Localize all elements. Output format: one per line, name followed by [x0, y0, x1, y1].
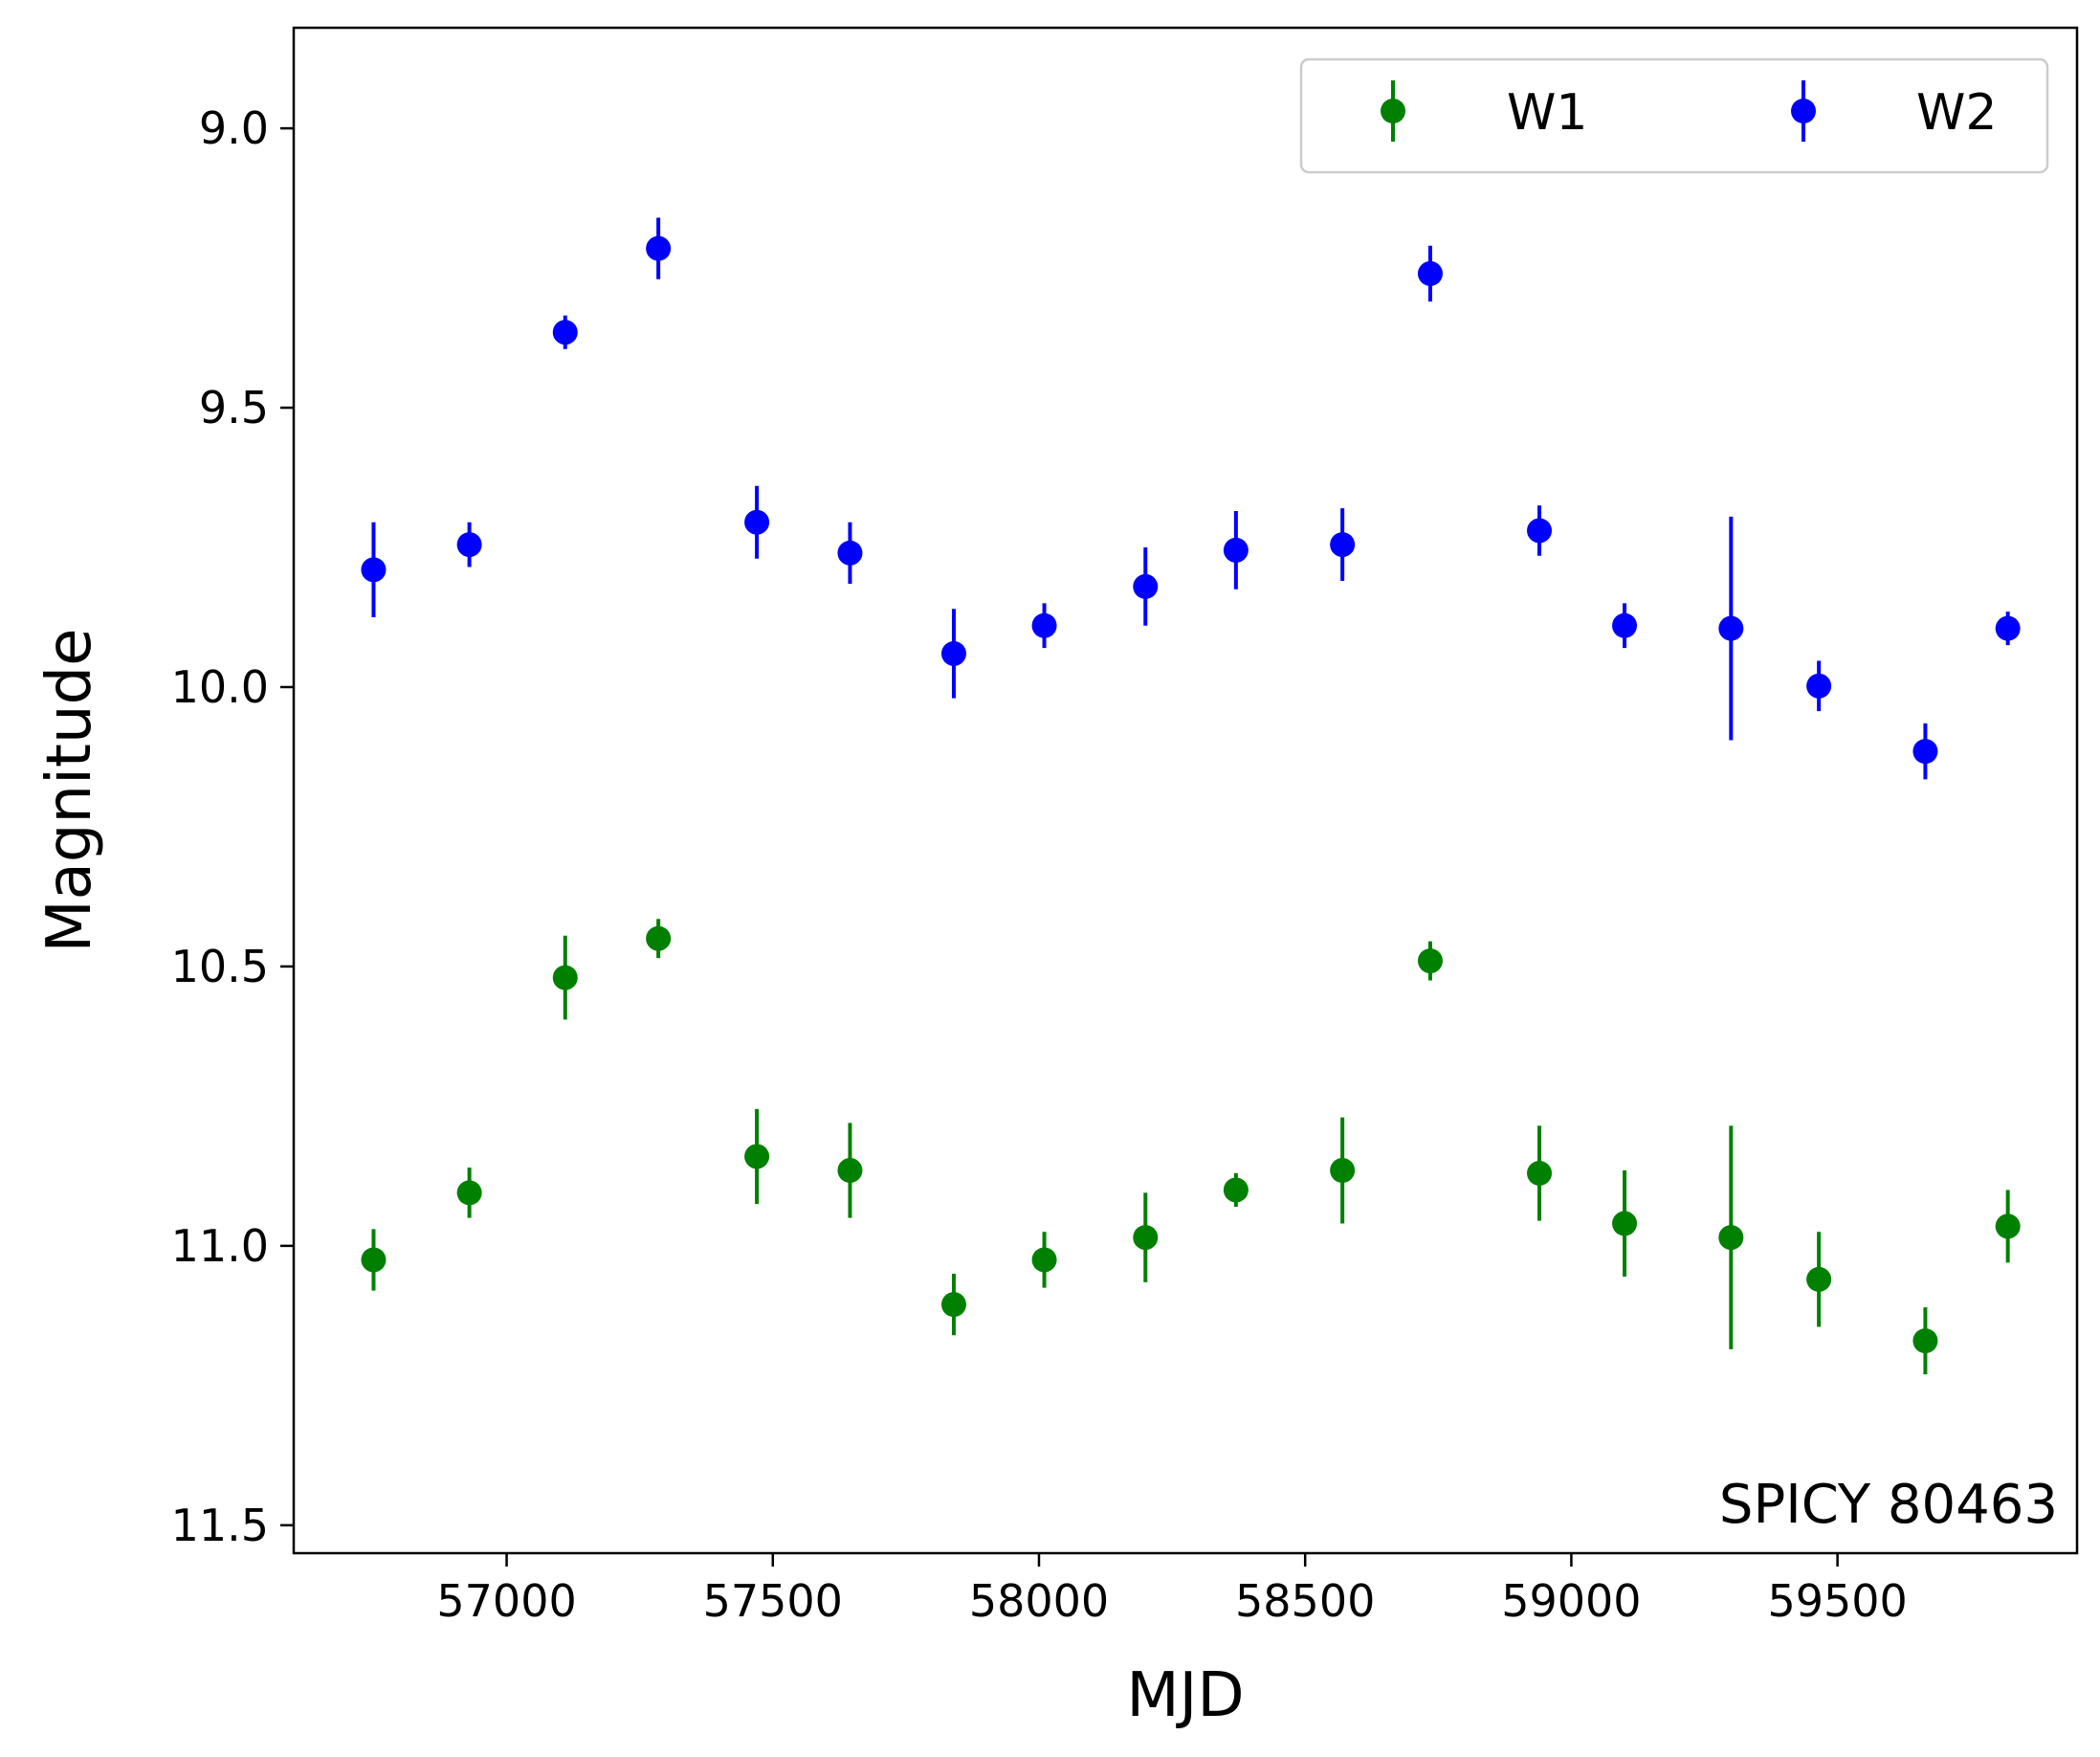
point-w2 [1995, 615, 2021, 641]
annotation-label: SPICY 80463 [1719, 1474, 2058, 1536]
y-tick-label: 11.5 [171, 1500, 269, 1551]
point-w1 [361, 1247, 387, 1273]
point-w2 [1718, 615, 1744, 641]
x-axis-title: MJD [1126, 1660, 1244, 1731]
x-tick-label: 59500 [1767, 1575, 1907, 1627]
point-w2 [456, 532, 482, 558]
point-w1 [940, 1292, 966, 1318]
point-w1 [1806, 1266, 1832, 1292]
point-w2 [1330, 532, 1356, 558]
point-w1 [1995, 1213, 2021, 1239]
point-w1 [1330, 1158, 1356, 1184]
legend-w2-label: W2 [1916, 84, 1998, 142]
point-w1 [744, 1144, 770, 1169]
point-w2 [1133, 573, 1159, 599]
y-tick-label: 9.0 [199, 102, 269, 154]
point-w1 [837, 1158, 863, 1184]
x-tick-label: 59000 [1501, 1575, 1641, 1627]
point-w1 [1133, 1225, 1159, 1251]
point-w1 [1223, 1177, 1249, 1203]
legend-entry-w1: W1 [1381, 80, 1588, 142]
y-tick-label: 9.5 [199, 382, 269, 434]
legend-w1-label: W1 [1507, 84, 1588, 142]
x-tick-label: 58000 [969, 1575, 1109, 1627]
point-w2 [940, 640, 966, 666]
point-w1 [646, 925, 672, 951]
y-axis-ticks: 9.0 9.5 10.0 10.5 11.0 11.5 [171, 102, 294, 1551]
legend: W1 W2 [1299, 57, 2049, 174]
series-w1 [361, 919, 2021, 1375]
y-tick-label: 10.0 [171, 661, 269, 713]
legend-w1-marker [1381, 99, 1405, 123]
point-w2 [1031, 612, 1057, 638]
y-tick-label: 11.0 [171, 1220, 269, 1272]
x-tick-label: 57000 [436, 1575, 576, 1627]
point-w1 [552, 965, 578, 990]
point-w1 [1031, 1247, 1057, 1273]
point-w2 [744, 509, 770, 535]
x-axis-ticks: 57000 57500 58000 58500 59000 59500 [436, 1553, 1908, 1627]
point-w1 [1912, 1328, 1938, 1354]
point-w2 [1806, 673, 1832, 699]
legend-entry-w2: W2 [1791, 80, 1998, 142]
point-w2 [1417, 260, 1443, 286]
point-w2 [1223, 537, 1249, 563]
point-w2 [1912, 739, 1938, 765]
x-tick-label: 57500 [703, 1575, 843, 1627]
data-marks [361, 217, 2021, 1375]
legend-w2-marker [1791, 99, 1816, 123]
point-w2 [646, 235, 672, 261]
legend-box [1299, 57, 2049, 174]
point-w1 [1417, 948, 1443, 974]
y-tick-label: 10.5 [171, 941, 269, 992]
point-w1 [1527, 1160, 1553, 1186]
point-w2 [361, 557, 387, 583]
x-tick-label: 58500 [1235, 1575, 1375, 1627]
point-w1 [1718, 1225, 1744, 1251]
point-w1 [456, 1180, 482, 1206]
point-w2 [837, 540, 863, 566]
series-w2 [361, 217, 2021, 780]
point-w1 [1612, 1211, 1638, 1236]
point-w2 [1527, 518, 1553, 544]
y-axis-title: Magnitude [34, 628, 105, 952]
point-w2 [1612, 612, 1638, 638]
plot-frame [292, 26, 2079, 1555]
point-w2 [552, 320, 578, 345]
